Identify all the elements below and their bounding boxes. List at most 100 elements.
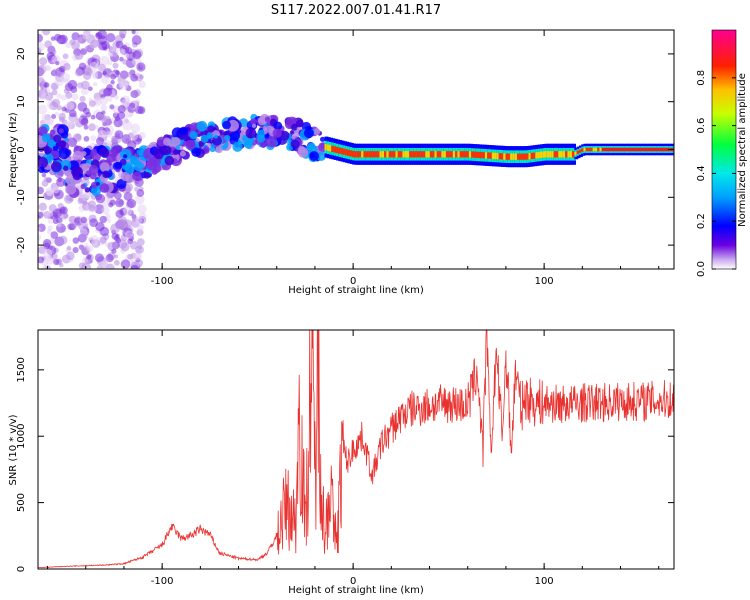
spectrogram-xtick-label: 0 [350, 276, 356, 287]
spectrogram-cell [507, 153, 512, 160]
colorbar-tick-label: 0.2 [696, 213, 707, 229]
spectrogram-cell [464, 151, 469, 158]
spectrogram-cell [137, 224, 144, 231]
spectrogram-cell [620, 147, 625, 152]
spectrogram-cell [58, 235, 68, 245]
spectrogram-cell [213, 134, 218, 139]
spectrogram-cell [185, 139, 196, 151]
spectrogram-cell [482, 152, 487, 159]
spectrogram-cell [585, 147, 590, 152]
spectrogram-cell [377, 151, 382, 158]
spectrogram-cell [50, 36, 56, 41]
spectrogram-cell [519, 153, 524, 160]
spectrogram-cell [475, 151, 480, 158]
spectrogram-cell [120, 223, 126, 230]
spectrogram-cell [72, 150, 84, 162]
spectrogram-cell [207, 142, 212, 148]
spectrogram-cell [606, 147, 611, 152]
spectrogram-cell [38, 104, 48, 115]
spectrogram-cell [652, 147, 657, 152]
spectrogram-cell [56, 177, 66, 187]
spectrogram-cell [110, 223, 121, 234]
spectrogram-cell [512, 153, 517, 160]
spectrogram-cell [53, 258, 60, 266]
spectrogram-cell [97, 30, 107, 40]
spectrogram-cell [179, 126, 189, 136]
spectrogram-cell [111, 248, 117, 254]
colorbar: 0.0 0.2 0.4 0.6 0.8 Normalized spectral ampl… [696, 29, 748, 277]
spectrogram-cell [324, 143, 329, 151]
spectrogram-cell [51, 114, 57, 119]
spectrogram-cell [528, 153, 533, 160]
spectrogram-cell [224, 134, 231, 141]
spectrogram-cell [62, 53, 69, 60]
snr-xlabel: Height of straight line (km) [288, 585, 424, 596]
spectrogram-cell [560, 151, 565, 158]
spectrogram-cell [617, 147, 622, 152]
spectrogram-cell [122, 154, 128, 159]
spectrogram-cell [307, 142, 316, 151]
spectrogram-cell [139, 74, 144, 80]
spectrogram-cell [63, 62, 71, 71]
spectrogram-cell [139, 64, 144, 69]
snr-xtick-label: -100 [151, 576, 174, 587]
spectrogram-cell [171, 136, 181, 147]
spectrogram-cell [90, 135, 97, 141]
spectrogram-cell [110, 79, 115, 85]
figure-title: S117.2022.007.01.41.R17 [271, 3, 441, 18]
spectrogram-cell [262, 126, 268, 132]
spectrogram-cell [172, 149, 179, 155]
spectrogram-marks [38, 30, 674, 269]
spectrogram-cell [122, 44, 128, 50]
spectrogram-cell [590, 147, 595, 152]
spectrogram-cell [46, 256, 52, 262]
spectrogram-cell [78, 225, 84, 231]
spectrogram-cell [215, 145, 223, 154]
spectrogram-cell [489, 152, 494, 159]
spectrogram-cell [82, 33, 89, 40]
spectrogram-cell [131, 30, 136, 35]
spectrogram-cell [113, 94, 119, 100]
spectrogram-cell [526, 153, 531, 160]
spectrogram-cell [38, 256, 45, 264]
spectrogram-cell [99, 162, 110, 173]
spectrogram-cell [110, 73, 117, 80]
spectrogram-cell [487, 152, 492, 159]
spectrogram-cell [135, 245, 144, 254]
spectrogram-cell [138, 80, 146, 89]
spectrogram-cell [81, 262, 92, 269]
spectrogram-cell [356, 151, 361, 158]
spectrogram-cell [124, 230, 134, 239]
spectrogram-cell [567, 151, 572, 158]
spectrogram-cell [114, 130, 124, 140]
spectrogram-cell [251, 123, 257, 128]
spectrogram-cell [523, 153, 528, 160]
spectrogram-cell [127, 253, 133, 260]
spectrogram-cell [71, 41, 80, 50]
spectrogram-cell [514, 153, 519, 160]
spectrogram-cell [38, 77, 45, 86]
spectrogram-cell [406, 151, 411, 158]
snr-xtick-label: 100 [535, 576, 554, 587]
spectrogram-cell [106, 60, 113, 66]
spectrogram-cell [354, 151, 359, 158]
colorbar-gradient [711, 29, 737, 270]
spectrogram-cell [206, 132, 214, 140]
spectrogram-ytick-label: 0 [16, 146, 27, 152]
spectrogram-cell [98, 129, 107, 138]
colorbar-tick-label: 0.6 [696, 118, 707, 134]
spectrogram-cell [83, 242, 89, 248]
spectrogram-cell [122, 58, 128, 65]
spectrogram-cell [416, 151, 421, 158]
spectrogram-cell [256, 134, 266, 143]
spectrogram-ytick-label: 20 [16, 48, 27, 61]
spectrogram-cell [443, 151, 448, 158]
spectrogram-cell [38, 33, 43, 43]
spectrogram-cell [340, 147, 345, 155]
spectrogram-cell [452, 151, 457, 158]
spectrogram-cell [601, 147, 606, 152]
spectrogram-cell [98, 147, 110, 158]
spectrogram-cell [56, 140, 66, 151]
